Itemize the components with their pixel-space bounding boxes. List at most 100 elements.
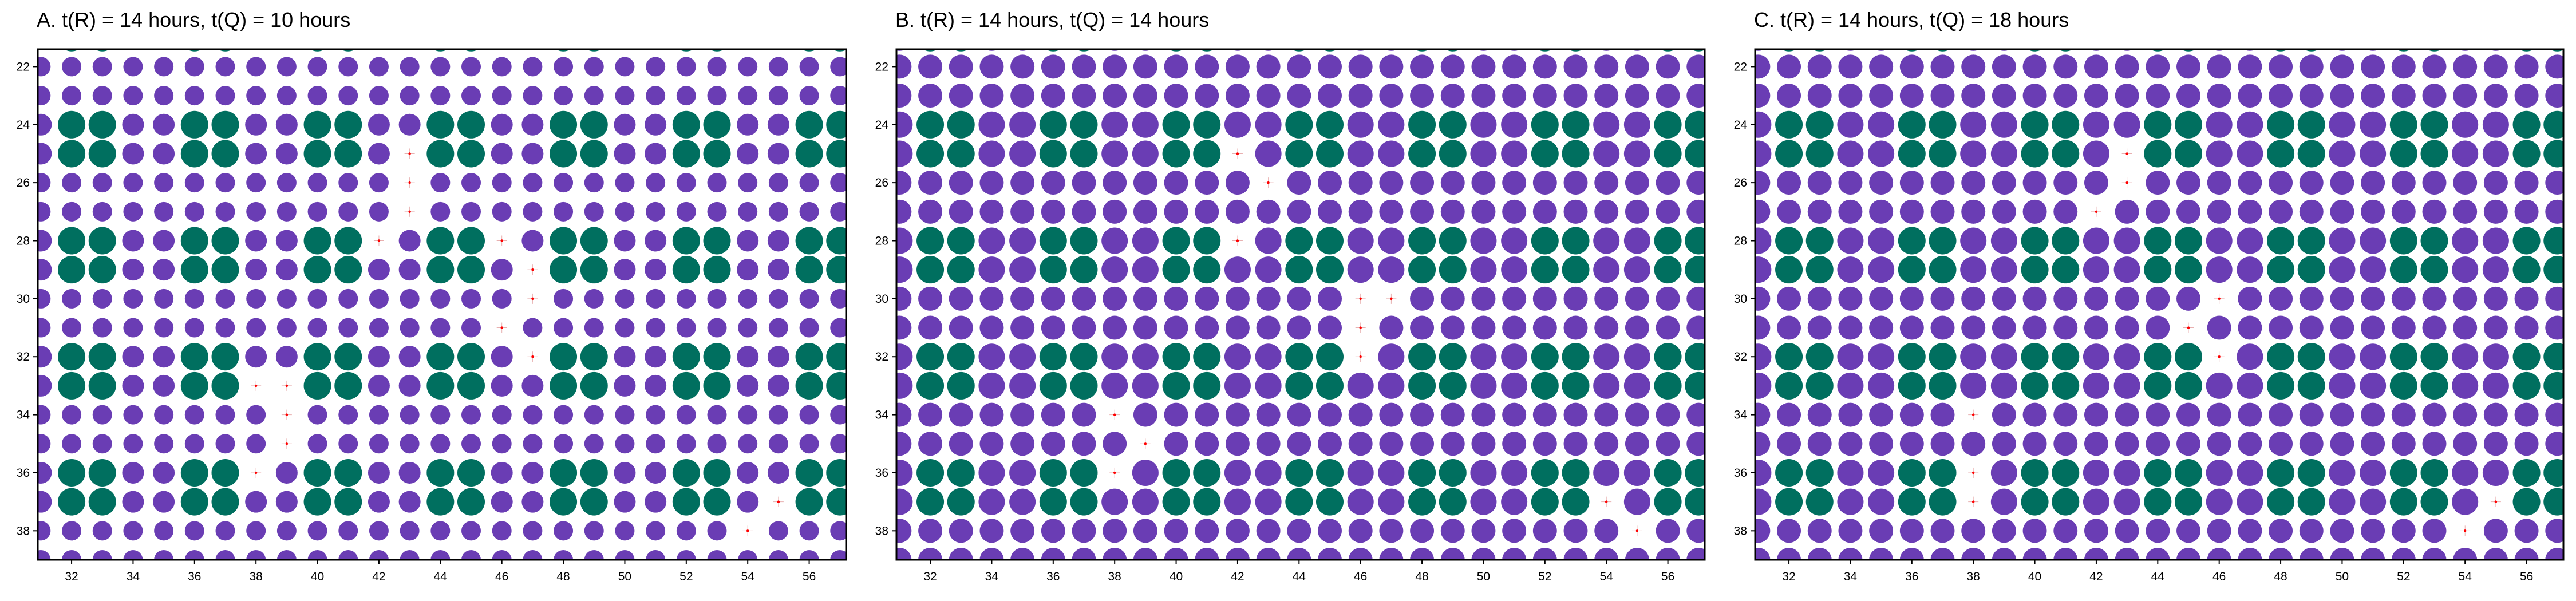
- r-cell-marker: [92, 173, 112, 193]
- r-cell-marker: [918, 548, 943, 560]
- r-cell-marker: [1009, 140, 1036, 167]
- r-cell-marker: [1961, 54, 1986, 79]
- empty-site-marker: [1968, 496, 1979, 507]
- r-cell-marker: [1656, 84, 1680, 108]
- q-cell-marker: [303, 227, 331, 255]
- r-cell-marker: [38, 346, 52, 368]
- r-cell-marker: [461, 318, 481, 338]
- r-cell-marker: [1318, 199, 1342, 224]
- r-cell-marker: [1195, 548, 1219, 560]
- r-cell-marker: [92, 57, 112, 77]
- q-cell-marker: [1805, 227, 1834, 255]
- r-cell-marker: [1961, 286, 1986, 311]
- r-cell-marker: [1379, 315, 1404, 340]
- r-cell-marker: [1256, 315, 1281, 340]
- r-cell-marker: [338, 86, 358, 106]
- r-cell-marker: [492, 405, 512, 425]
- y-tick-label: 28: [875, 235, 888, 248]
- q-cell-marker: [334, 227, 362, 255]
- r-cell-marker: [1631, 49, 1643, 51]
- r-cell-marker: [979, 54, 1004, 79]
- r-cell-marker: [949, 171, 973, 195]
- r-cell-marker: [1318, 54, 1342, 79]
- r-cell-marker: [707, 434, 727, 454]
- q-cell-marker: [916, 227, 945, 255]
- r-cell-marker: [1287, 432, 1311, 456]
- r-cell-marker: [1164, 315, 1188, 340]
- empty-site-marker: [404, 148, 415, 159]
- r-cell-marker: [584, 318, 604, 338]
- y-tick-label: 38: [17, 524, 30, 537]
- r-cell-marker: [1532, 519, 1557, 543]
- r-cell-marker: [2115, 519, 2139, 543]
- q-cell-marker: [2052, 110, 2080, 139]
- r-cell-marker: [1594, 84, 1619, 108]
- r-cell-marker: [1623, 459, 1650, 486]
- r-cell-marker: [2361, 54, 2385, 79]
- x-tick-label: 56: [2520, 570, 2533, 583]
- r-cell-marker: [307, 318, 327, 338]
- r-cell-marker: [1255, 343, 1282, 370]
- q-cell-marker: [1039, 140, 1067, 168]
- y-tick-label: 30: [875, 292, 888, 306]
- r-cell-marker: [368, 259, 390, 281]
- r-cell-marker: [2422, 432, 2447, 456]
- r-cell-marker: [1755, 171, 1771, 195]
- q-cell-marker: [709, 49, 725, 52]
- r-cell-marker: [1041, 402, 1065, 427]
- x-tick-label: 50: [2336, 570, 2349, 583]
- r-cell-marker: [2360, 372, 2387, 399]
- r-cell-marker: [1132, 488, 1159, 515]
- r-cell-marker: [1256, 54, 1281, 79]
- r-cell-marker: [368, 27, 390, 49]
- r-cell-marker: [1010, 519, 1035, 543]
- q-cell-marker: [1898, 371, 1926, 400]
- r-cell-marker: [38, 318, 51, 338]
- r-cell-marker: [1041, 548, 1065, 560]
- r-cell-marker: [2237, 140, 2263, 167]
- r-cell-marker: [1656, 519, 1680, 543]
- r-cell-marker: [1868, 140, 1895, 167]
- r-cell-marker: [918, 171, 943, 195]
- q-cell-marker: [2267, 371, 2295, 400]
- r-cell-marker: [1410, 54, 1435, 79]
- r-cell-marker: [2146, 548, 2170, 560]
- r-cell-marker: [2207, 171, 2231, 195]
- r-cell-marker: [1807, 519, 1832, 543]
- q-cell-marker: [1193, 343, 1221, 371]
- q-cell-marker: [88, 256, 116, 284]
- r-cell-marker: [1563, 199, 1588, 224]
- chart-title: C. t(R) = 14 hours, t(Q) = 18 hours: [1754, 8, 2069, 31]
- r-cell-marker: [1470, 459, 1497, 486]
- q-cell-marker: [672, 140, 700, 168]
- q-cell-marker: [2052, 227, 2080, 255]
- r-cell-marker: [978, 227, 1005, 254]
- r-cell-marker: [1960, 140, 1987, 167]
- r-cell-marker: [491, 27, 513, 49]
- r-cell-marker: [461, 201, 481, 222]
- r-cell-marker: [2053, 402, 2078, 427]
- r-cell-marker: [1225, 171, 1250, 195]
- r-cell-marker: [154, 288, 174, 309]
- r-cell-marker: [1224, 343, 1251, 370]
- r-cell-marker: [2115, 84, 2139, 108]
- r-cell-marker: [1139, 49, 1152, 51]
- r-cell-marker: [2453, 54, 2478, 79]
- r-cell-marker: [2053, 84, 2078, 108]
- r-cell-marker: [896, 54, 912, 79]
- r-cell-marker: [2483, 315, 2508, 340]
- chart-plot: 32 34 36 38 40 42 44 46 48 50 52 54 5622242628303234…: [17, 27, 847, 583]
- r-cell-marker: [2545, 171, 2563, 195]
- r-cell-marker: [1623, 343, 1650, 370]
- r-cell-marker: [184, 57, 204, 77]
- q-cell-marker: [703, 488, 731, 516]
- x-tick-label: 56: [1661, 570, 1674, 583]
- q-cell-marker: [2144, 110, 2172, 139]
- q-cell-marker: [1070, 256, 1098, 284]
- r-cell-marker: [400, 550, 420, 560]
- q-cell-marker: [580, 256, 608, 284]
- empty-site-marker: [1355, 293, 1366, 304]
- r-cell-marker: [1347, 140, 1374, 167]
- r-cell-marker: [676, 173, 696, 193]
- r-cell-marker: [523, 86, 543, 106]
